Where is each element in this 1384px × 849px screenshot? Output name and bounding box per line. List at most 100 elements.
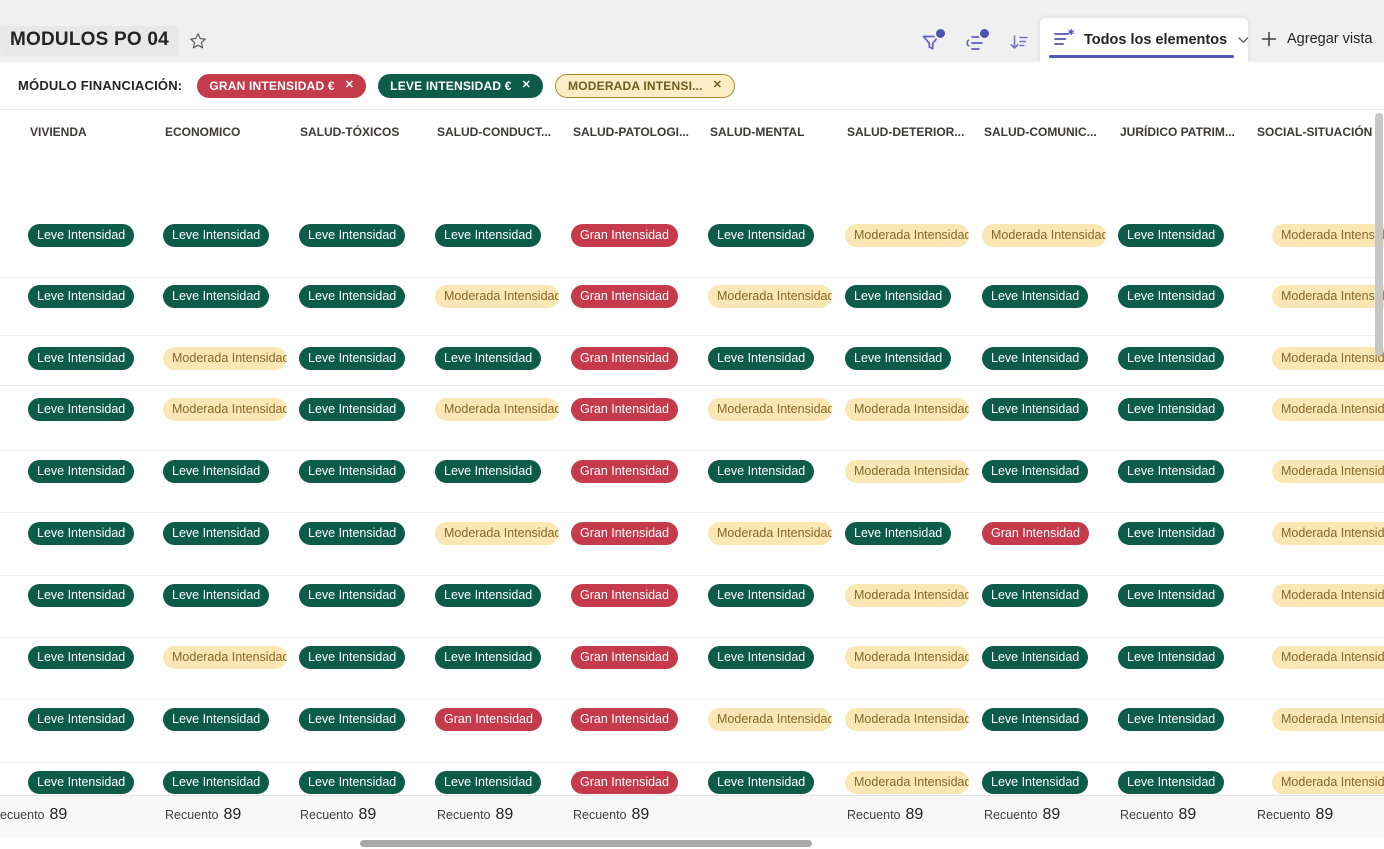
cell-badge[interactable]: Gran Intensidad — [982, 522, 1089, 545]
cell-badge[interactable]: Gran Intensidad — [571, 285, 678, 308]
cell-badge[interactable]: Leve Intensidad — [163, 584, 270, 607]
cell-badge[interactable]: Leve Intensidad — [708, 584, 815, 607]
cell-badge[interactable]: Leve Intensidad — [28, 771, 135, 794]
column-header[interactable]: SALUD-PATOLOGI... — [573, 125, 689, 139]
column-header[interactable]: SALUD-TÓXICOS — [300, 125, 400, 139]
cell-badge[interactable]: Leve Intensidad — [845, 285, 952, 308]
cell-badge[interactable]: Leve Intensidad — [299, 285, 406, 308]
cell-badge[interactable]: Leve Intensidad — [435, 347, 542, 370]
column-header[interactable]: SALUD-DETERIOR... — [847, 125, 965, 139]
cell-badge[interactable]: Moderada Intensidad — [845, 771, 969, 794]
remove-chip-icon[interactable]: ✕ — [344, 79, 355, 91]
cell-badge[interactable]: Leve Intensidad — [299, 522, 406, 545]
cell-badge[interactable]: Leve Intensidad — [299, 771, 406, 794]
cell-badge[interactable]: Moderada Intensidad — [435, 522, 559, 545]
cell-badge[interactable]: Moderada Intensidad — [1272, 285, 1384, 308]
cell-badge[interactable]: Moderada Intensidad — [708, 398, 832, 421]
cell-badge[interactable]: Leve Intensidad — [299, 708, 406, 731]
cell-badge[interactable]: Leve Intensidad — [1118, 646, 1225, 669]
add-view-button[interactable]: Agregar vista — [1261, 31, 1372, 47]
group-by-icon[interactable] — [962, 27, 991, 56]
cell-badge[interactable]: Moderada Intensidad — [845, 584, 969, 607]
cell-badge[interactable]: Moderada Intensidad — [1272, 224, 1384, 247]
filter-chip[interactable]: GRAN INTENSIDAD € ✕ — [197, 73, 367, 98]
cell-badge[interactable]: Leve Intensidad — [435, 584, 542, 607]
cell-badge[interactable]: Leve Intensidad — [28, 522, 135, 545]
cell-badge[interactable]: Leve Intensidad — [708, 771, 815, 794]
cell-badge[interactable]: Moderada Intensidad — [708, 285, 832, 308]
cell-badge[interactable]: Leve Intensidad — [708, 224, 815, 247]
cell-badge[interactable]: Leve Intensidad — [982, 460, 1089, 483]
cell-badge[interactable]: Leve Intensidad — [982, 398, 1089, 421]
cell-badge[interactable]: Leve Intensidad — [435, 771, 542, 794]
cell-badge[interactable]: Leve Intensidad — [1118, 708, 1225, 731]
column-header[interactable]: SOCIAL-SITUACIÓN — [1257, 125, 1373, 139]
cell-badge[interactable]: Moderada Intensidad — [845, 398, 969, 421]
cell-badge[interactable]: Gran Intensidad — [571, 522, 678, 545]
cell-badge[interactable]: Leve Intensidad — [982, 646, 1089, 669]
cell-badge[interactable]: Leve Intensidad — [28, 347, 135, 370]
cell-badge[interactable]: Moderada Intensidad — [435, 398, 559, 421]
cell-badge[interactable]: Moderada Intensidad — [1272, 522, 1384, 545]
sort-icon[interactable] — [1006, 30, 1032, 56]
remove-chip-icon[interactable]: ✕ — [521, 79, 532, 91]
cell-badge[interactable]: Leve Intensidad — [163, 285, 270, 308]
cell-badge[interactable]: Moderada Intensidad — [1272, 584, 1384, 607]
view-selector-tab[interactable]: Todos los elementos — [1040, 18, 1249, 62]
cell-badge[interactable]: Leve Intensidad — [982, 584, 1089, 607]
cell-badge[interactable]: Gran Intensidad — [571, 708, 678, 731]
cell-badge[interactable]: Leve Intensidad — [299, 224, 406, 247]
cell-badge[interactable]: Leve Intensidad — [163, 771, 270, 794]
filter-chip[interactable]: MODERADA INTENSI... ✕ — [555, 73, 736, 98]
cell-badge[interactable]: Gran Intensidad — [571, 460, 678, 483]
cell-badge[interactable]: Leve Intensidad — [163, 708, 270, 731]
cell-badge[interactable]: Leve Intensidad — [28, 584, 135, 607]
cell-badge[interactable]: Gran Intensidad — [571, 347, 678, 370]
cell-badge[interactable]: Leve Intensidad — [1118, 347, 1225, 370]
cell-badge[interactable]: Leve Intensidad — [299, 398, 406, 421]
cell-badge[interactable]: Moderada Intensidad — [845, 708, 969, 731]
cell-badge[interactable]: Leve Intensidad — [163, 522, 270, 545]
cell-badge[interactable]: Moderada Intensidad — [845, 224, 969, 247]
filter-chip[interactable]: LEVE INTENSIDAD € ✕ — [378, 73, 544, 98]
cell-badge[interactable]: Leve Intensidad — [163, 460, 270, 483]
cell-badge[interactable]: Moderada Intensidad — [1272, 646, 1384, 669]
cell-badge[interactable]: Moderada Intensidad — [1272, 347, 1384, 370]
horizontal-scrollbar-thumb[interactable] — [360, 840, 812, 847]
star-outline-icon[interactable] — [189, 32, 207, 50]
cell-badge[interactable]: Leve Intensidad — [708, 646, 815, 669]
cell-badge[interactable]: Leve Intensidad — [299, 584, 406, 607]
cell-badge[interactable]: Gran Intensidad — [571, 584, 678, 607]
cell-badge[interactable]: Leve Intensidad — [299, 347, 406, 370]
cell-badge[interactable]: Leve Intensidad — [163, 224, 270, 247]
cell-badge[interactable]: Moderada Intensidad — [982, 224, 1106, 247]
cell-badge[interactable]: Leve Intensidad — [1118, 522, 1225, 545]
cell-badge[interactable]: Moderada Intensidad — [1272, 460, 1384, 483]
cell-badge[interactable]: Moderada Intensidad — [163, 347, 287, 370]
cell-badge[interactable]: Leve Intensidad — [845, 522, 952, 545]
cell-badge[interactable]: Moderada Intensidad — [1272, 708, 1384, 731]
cell-badge[interactable]: Gran Intensidad — [571, 398, 678, 421]
cell-badge[interactable]: Leve Intensidad — [299, 460, 406, 483]
cell-badge[interactable]: Moderada Intensidad — [1272, 398, 1384, 421]
cell-badge[interactable]: Gran Intensidad — [571, 771, 678, 794]
cell-badge[interactable]: Moderada Intensidad — [708, 522, 832, 545]
cell-badge[interactable]: Leve Intensidad — [1118, 460, 1225, 483]
cell-badge[interactable]: Leve Intensidad — [28, 398, 135, 421]
cell-badge[interactable]: Leve Intensidad — [1118, 285, 1225, 308]
cell-badge[interactable]: Leve Intensidad — [708, 347, 815, 370]
cell-badge[interactable]: Gran Intensidad — [571, 224, 678, 247]
cell-badge[interactable]: Leve Intensidad — [435, 224, 542, 247]
filter-icon[interactable] — [918, 27, 947, 56]
cell-badge[interactable]: Leve Intensidad — [435, 460, 542, 483]
column-header[interactable]: SALUD-COMUNIC... — [984, 125, 1097, 139]
cell-badge[interactable]: Moderada Intensidad — [1272, 771, 1384, 794]
column-header[interactable]: ECONOMICO — [165, 125, 241, 139]
cell-badge[interactable]: Leve Intensidad — [708, 460, 815, 483]
cell-badge[interactable]: Leve Intensidad — [28, 460, 135, 483]
cell-badge[interactable]: Leve Intensidad — [1118, 398, 1225, 421]
cell-badge[interactable]: Leve Intensidad — [28, 224, 135, 247]
cell-badge[interactable]: Leve Intensidad — [1118, 771, 1225, 794]
cell-badge[interactable]: Moderada Intensidad — [163, 646, 287, 669]
cell-badge[interactable]: Leve Intensidad — [1118, 584, 1225, 607]
